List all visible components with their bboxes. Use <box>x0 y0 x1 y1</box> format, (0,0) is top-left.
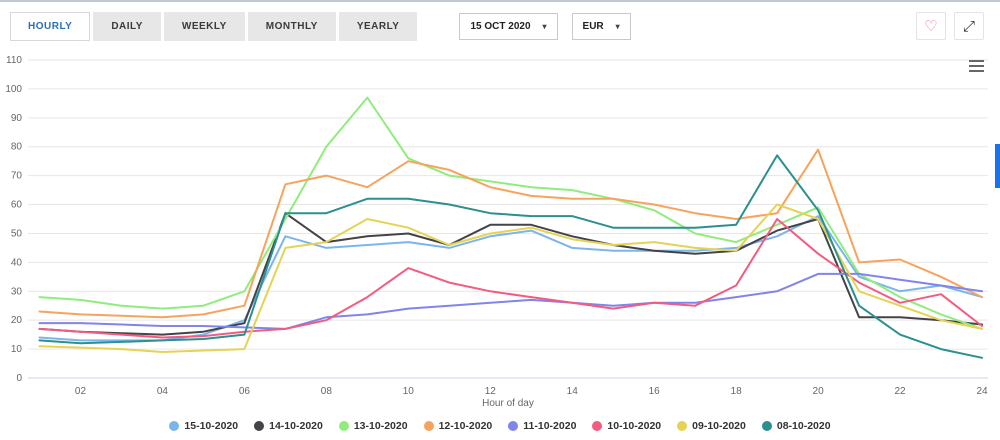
legend-label: 12-10-2020 <box>438 420 493 432</box>
series-line-15-10-2020 <box>38 215 983 342</box>
y-axis-label: 0 <box>16 373 22 384</box>
legend-item[interactable]: 09-10-2020 <box>677 420 746 432</box>
legend-dot <box>423 421 434 431</box>
y-axis-label: 40 <box>11 257 23 268</box>
y-axis-label: 90 <box>11 113 23 124</box>
legend-item[interactable]: 13-10-2020 <box>338 420 408 432</box>
legend-item[interactable]: 08-10-2020 <box>761 420 831 432</box>
tab-yearly[interactable]: YEARLY <box>338 11 418 41</box>
toolbar-actions: ♡ ⤢ <box>916 12 990 40</box>
legend-dot <box>508 421 519 431</box>
legend-label: 15-10-2020 <box>184 420 239 432</box>
price-chart-svg: 0 10 20 30 40 50 60 70 80 90 100 110 02 04 06 08 10 12 14 1… <box>5 55 988 409</box>
legend-dot <box>677 421 688 431</box>
y-axis-label: 100 <box>5 84 22 95</box>
x-axis-label: 20 <box>813 386 825 397</box>
y-axis-label: 50 <box>11 228 23 239</box>
y-axis-label: 110 <box>6 55 22 66</box>
x-axis-label: 24 <box>976 386 988 397</box>
x-axis-label: 16 <box>649 386 661 397</box>
legend-item[interactable]: 12-10-2020 <box>423 420 493 432</box>
legend-label: 11-10-2020 <box>523 420 577 432</box>
chart-menu-button[interactable] <box>967 58 986 74</box>
y-axis-label: 70 <box>11 171 23 182</box>
date-dropdown[interactable]: 15 OCT 2020 ▾ <box>459 12 558 40</box>
y-axis-label: 20 <box>11 315 23 326</box>
legend-item[interactable]: 14-10-2020 <box>254 420 323 432</box>
legend-label: 10-10-2020 <box>607 420 662 432</box>
x-axis-label: 04 <box>157 386 169 397</box>
x-axis-label: 06 <box>239 386 251 397</box>
legend-item[interactable]: 15-10-2020 <box>169 420 238 432</box>
x-axis-label: 02 <box>75 386 87 397</box>
heart-icon: ♡ <box>924 17 938 35</box>
x-axis-label: 14 <box>567 386 579 397</box>
y-axis-label: 10 <box>11 344 23 355</box>
x-axis-label: 12 <box>485 386 497 397</box>
series-line-11-10-2020 <box>38 272 983 330</box>
series-line-12-10-2020 <box>38 148 983 319</box>
legend-dot <box>169 421 180 431</box>
legend-item[interactable]: 11-10-2020 <box>508 420 576 432</box>
caret-down-icon: ▾ <box>615 21 620 31</box>
expand-icon: ⤢ <box>962 17 975 35</box>
legend-dot <box>338 421 349 431</box>
x-axis-label: 22 <box>894 386 906 397</box>
legend-label: 13-10-2020 <box>353 420 408 432</box>
interval-tabs: HOURLY DAILY WEEKLY MONTHLY YEARLY <box>10 11 418 41</box>
chart-legend: 15-10-2020 14-10-2020 13-10-2020 12-10-2020… <box>0 414 1000 438</box>
legend-dot <box>761 421 772 431</box>
series-line-10-10-2020 <box>38 218 983 339</box>
legend-dot <box>592 421 603 431</box>
x-axis-label: 08 <box>321 386 333 397</box>
currency-dropdown[interactable]: EUR ▾ <box>571 12 631 40</box>
tab-hourly[interactable]: HOURLY <box>10 11 91 41</box>
y-axis-label: 60 <box>11 200 23 211</box>
tab-monthly[interactable]: MONTHLY <box>247 11 336 41</box>
price-chart: 0 10 20 30 40 50 60 70 80 90 100 110 02 04 06 08 10 12 14 1… <box>0 46 1000 414</box>
y-axis-label: 80 <box>11 142 23 153</box>
hamburger-icon <box>969 70 984 72</box>
legend-item[interactable]: 10-10-2020 <box>592 420 661 432</box>
x-axis-title: Hour of day <box>482 398 534 409</box>
toolbar: HOURLY DAILY WEEKLY MONTHLY YEARLY 15 OC… <box>0 2 1000 46</box>
date-dropdown-value: 15 OCT 2020 <box>470 20 531 32</box>
x-axis-label: 10 <box>403 386 415 397</box>
series-line-13-10-2020 <box>38 96 983 330</box>
series-line-14-10-2020 <box>38 212 983 336</box>
scroll-indicator[interactable] <box>995 144 1000 188</box>
hamburger-icon <box>969 65 984 67</box>
legend-label: 14-10-2020 <box>269 420 323 432</box>
currency-dropdown-value: EUR <box>582 20 604 32</box>
legend-label: 09-10-2020 <box>692 420 746 432</box>
tab-weekly[interactable]: WEEKLY <box>163 11 245 41</box>
hamburger-icon <box>969 60 984 62</box>
caret-down-icon: ▾ <box>542 21 547 31</box>
tab-daily[interactable]: DAILY <box>93 11 161 41</box>
legend-label: 08-10-2020 <box>776 420 831 432</box>
legend-dot <box>254 421 265 431</box>
series-line-09-10-2020 <box>38 203 983 353</box>
fullscreen-button[interactable]: ⤢ <box>954 12 984 40</box>
series-line-08-10-2020 <box>38 154 983 359</box>
y-axis-label: 30 <box>11 286 23 297</box>
x-axis-label: 18 <box>731 386 743 397</box>
favorite-button[interactable]: ♡ <box>916 12 946 40</box>
